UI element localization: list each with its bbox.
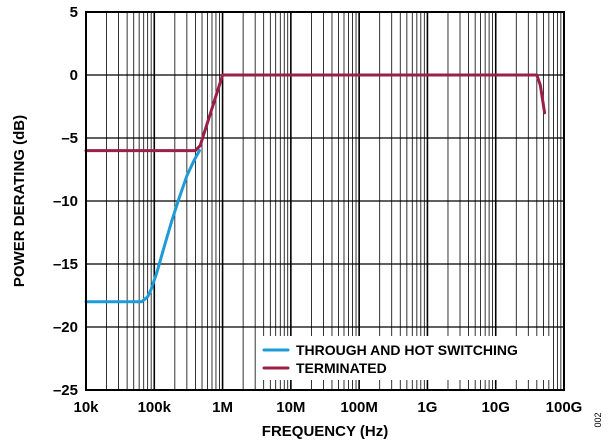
x-tick-label: 10M [276, 399, 305, 416]
legend-label: TERMINATED [296, 360, 387, 376]
y-tick-label: 5 [70, 4, 78, 21]
x-tick-label: 100M [340, 399, 378, 416]
y-tick-label: –5 [61, 130, 78, 147]
x-tick-label: 1M [212, 399, 233, 416]
y-tick-label: –20 [53, 319, 78, 336]
x-axis-label: FREQUENCY (Hz) [262, 423, 388, 440]
legend: THROUGH AND HOT SWITCHING TERMINATED [256, 336, 552, 380]
y-axis-label: POWER DERATING (dB) [11, 115, 28, 287]
x-tick-label: 100G [546, 399, 583, 416]
y-tick-labels: 5 0 –5 –10 –15 –20 –25 [53, 4, 78, 399]
y-tick-label: –10 [53, 193, 78, 210]
x-tick-labels: 10k 100k 1M 10M 100M 1G 10G 100G [73, 399, 582, 416]
figure-id: 002 [593, 412, 603, 427]
y-tick-label: 0 [70, 67, 78, 84]
x-tick-label: 1G [417, 399, 437, 416]
y-tick-label: –15 [53, 256, 78, 273]
y-tick-label: –25 [53, 382, 78, 399]
series-line [86, 151, 200, 302]
x-tick-label: 10G [482, 399, 510, 416]
legend-label: THROUGH AND HOT SWITCHING [296, 342, 518, 358]
x-tick-label: 100k [138, 399, 172, 416]
x-tick-label: 10k [73, 399, 99, 416]
